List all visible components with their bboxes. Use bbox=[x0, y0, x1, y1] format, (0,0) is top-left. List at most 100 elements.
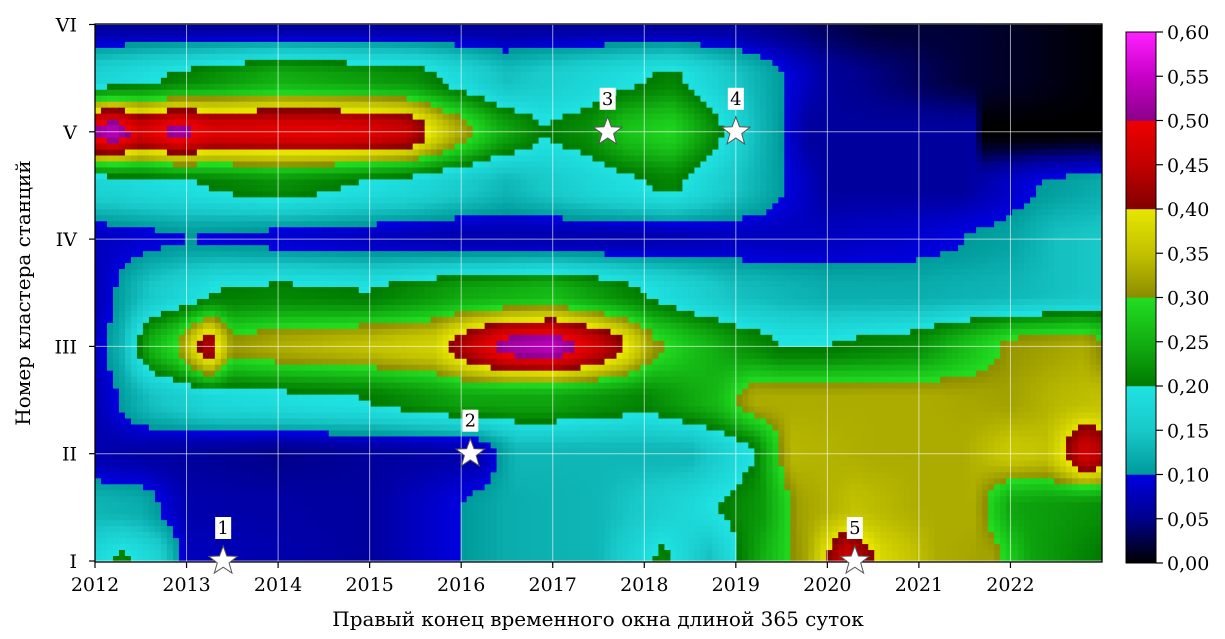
heatmap-cell bbox=[688, 72, 695, 79]
heatmap-cell bbox=[203, 197, 210, 204]
heatmap-cell bbox=[317, 108, 324, 115]
heatmap-cell bbox=[712, 132, 719, 139]
heatmap-cell bbox=[880, 120, 887, 127]
heatmap-cell bbox=[922, 84, 929, 91]
heatmap-cell bbox=[389, 102, 396, 109]
heatmap-cell bbox=[1078, 36, 1085, 43]
heatmap-cell bbox=[664, 156, 671, 163]
heatmap-cell bbox=[736, 48, 743, 55]
heatmap-cell bbox=[107, 36, 114, 43]
heatmap-cell bbox=[1042, 60, 1049, 67]
heatmap-cell bbox=[323, 36, 330, 43]
heatmap-cell bbox=[281, 84, 288, 91]
heatmap-cell bbox=[569, 138, 576, 145]
heatmap-cell bbox=[604, 60, 611, 67]
heatmap-cell bbox=[718, 78, 725, 85]
heatmap-cell bbox=[802, 191, 809, 198]
heatmap-cell bbox=[796, 132, 803, 139]
heatmap-cell bbox=[856, 150, 863, 157]
heatmap-cell bbox=[347, 54, 354, 61]
heatmap-cell bbox=[533, 36, 540, 43]
heatmap-cell bbox=[563, 161, 570, 168]
heatmap-cell bbox=[473, 102, 480, 109]
heatmap-cell bbox=[646, 84, 653, 91]
heatmap-cell bbox=[784, 102, 791, 109]
heatmap-cell bbox=[563, 90, 570, 97]
heatmap-cell bbox=[119, 161, 126, 168]
heatmap-cell bbox=[634, 156, 641, 163]
heatmap-cell bbox=[724, 173, 731, 180]
heatmap-cell bbox=[676, 96, 683, 103]
heatmap-cell bbox=[509, 144, 516, 151]
heatmap-cell bbox=[209, 42, 216, 49]
heatmap-cell bbox=[850, 84, 857, 91]
heatmap-cell bbox=[1036, 161, 1043, 168]
heatmap-cell bbox=[1054, 84, 1061, 91]
heatmap-cell bbox=[95, 161, 102, 168]
heatmap-cell bbox=[467, 48, 474, 55]
heatmap-cell bbox=[377, 24, 384, 31]
heatmap-cell bbox=[179, 138, 186, 145]
heatmap-cell bbox=[760, 96, 767, 103]
heatmap-cell bbox=[982, 78, 989, 85]
heatmap-cell bbox=[497, 84, 504, 91]
heatmap-cell bbox=[305, 66, 312, 73]
heatmap-cell bbox=[772, 156, 779, 163]
heatmap-cell bbox=[676, 108, 683, 115]
heatmap-cell bbox=[952, 156, 959, 163]
heatmap-cell bbox=[1018, 48, 1025, 55]
heatmap-cell bbox=[515, 90, 522, 97]
heatmap-cell bbox=[988, 60, 995, 67]
heatmap-cell bbox=[245, 42, 252, 49]
heatmap-cell bbox=[610, 24, 617, 31]
heatmap-cell bbox=[149, 30, 156, 37]
heatmap-cell bbox=[323, 120, 330, 127]
heatmap-cell bbox=[191, 96, 198, 103]
heatmap-cell bbox=[952, 48, 959, 55]
heatmap-cell bbox=[688, 42, 695, 49]
heatmap-cell bbox=[197, 126, 204, 133]
heatmap-cell bbox=[952, 185, 959, 192]
heatmap-cell bbox=[946, 102, 953, 109]
heatmap-cell bbox=[221, 66, 228, 73]
heatmap-cell bbox=[1060, 96, 1067, 103]
heatmap-cell bbox=[802, 48, 809, 55]
heatmap-cell bbox=[233, 90, 240, 97]
heatmap-cell bbox=[479, 102, 486, 109]
heatmap-cell bbox=[341, 161, 348, 168]
heatmap-cell bbox=[317, 42, 324, 49]
heatmap-cell bbox=[646, 144, 653, 151]
heatmap-cell bbox=[95, 120, 102, 127]
heatmap-cell bbox=[712, 60, 719, 67]
heatmap-cell bbox=[539, 60, 546, 67]
heatmap-cell bbox=[1024, 144, 1031, 151]
heatmap-cell bbox=[892, 96, 899, 103]
heatmap-cell bbox=[664, 179, 671, 186]
heatmap-cell bbox=[587, 161, 594, 168]
heatmap-cell bbox=[575, 144, 582, 151]
heatmap-cell bbox=[802, 132, 809, 139]
heatmap-cell bbox=[1054, 102, 1061, 109]
heatmap-cell bbox=[976, 54, 983, 61]
heatmap-cell bbox=[1042, 36, 1049, 43]
heatmap-cell bbox=[742, 173, 749, 180]
heatmap-cell bbox=[227, 108, 234, 115]
heatmap-cell bbox=[628, 161, 635, 168]
heatmap-cell bbox=[455, 114, 462, 121]
heatmap-cell bbox=[916, 126, 923, 133]
heatmap-cell bbox=[736, 150, 743, 157]
heatmap-cell bbox=[485, 138, 492, 145]
heatmap-cell bbox=[161, 138, 168, 145]
heatmap-cell bbox=[946, 84, 953, 91]
heatmap-cell bbox=[371, 138, 378, 145]
heatmap-cell bbox=[311, 156, 318, 163]
heatmap-cell bbox=[245, 161, 252, 168]
heatmap-cell bbox=[1024, 126, 1031, 133]
heatmap-cell bbox=[101, 48, 108, 55]
heatmap-cell bbox=[509, 120, 516, 127]
heatmap-cell bbox=[814, 179, 821, 186]
heatmap-cell bbox=[682, 30, 689, 37]
heatmap-cell bbox=[664, 144, 671, 151]
heatmap-cell bbox=[137, 96, 144, 103]
heatmap-cell bbox=[197, 161, 204, 168]
